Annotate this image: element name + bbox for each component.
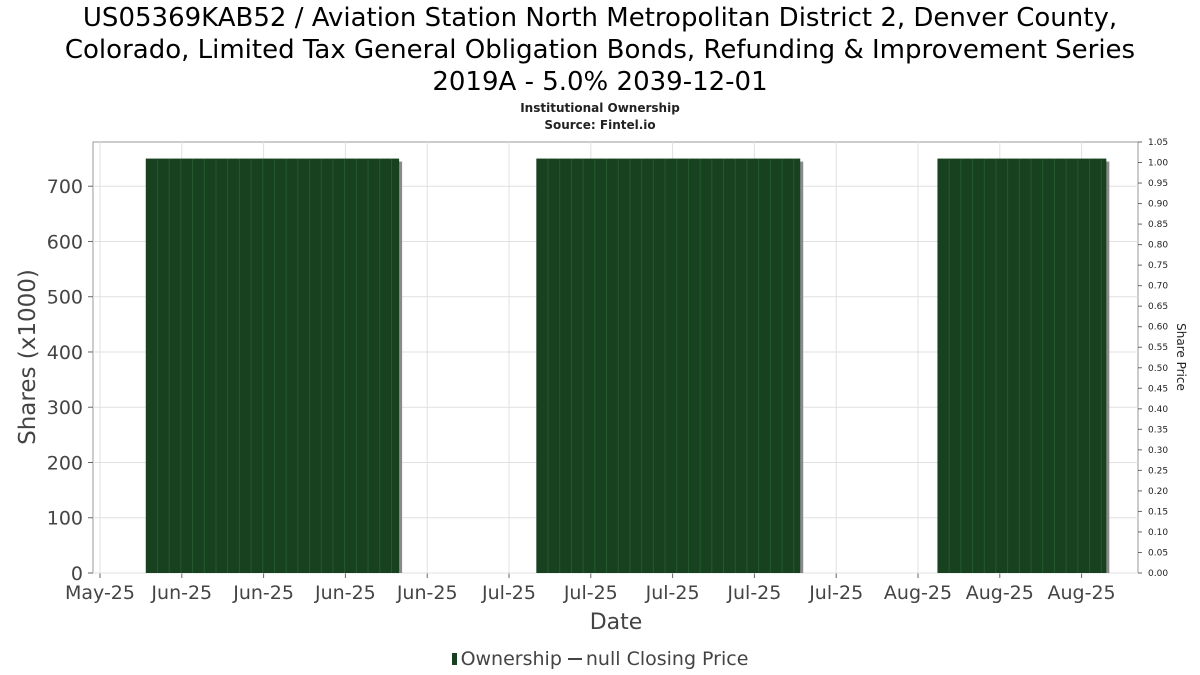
x-tick-label: Jul-25 [645, 582, 700, 604]
x-tick-label: Aug-25 [1048, 582, 1116, 604]
y2-tick-label: 0.40 [1148, 405, 1168, 415]
y2-tick-label: 0.55 [1148, 343, 1168, 353]
ownership-bar [937, 158, 1107, 574]
title-line-2: Colorado, Limited Tax General Obligation… [64, 35, 1136, 65]
chart-source: Source: Fintel.io [544, 118, 656, 132]
y2-tick-label: 0.25 [1148, 466, 1168, 476]
x-tick-label: Jun-25 [314, 582, 376, 604]
x-tick-label: Jun-25 [396, 582, 458, 604]
y2-tick-label: 0.85 [1148, 220, 1168, 230]
x-axis-title: Date [590, 610, 643, 635]
x-tick-label: Jul-25 [808, 582, 863, 604]
x-tick-label: May-25 [65, 582, 135, 604]
y2-tick-label: 0.70 [1148, 282, 1168, 292]
x-tick-label: Aug-25 [884, 582, 952, 604]
y2-tick-label: 0.65 [1148, 302, 1168, 312]
x-tick-label: Jul-25 [726, 582, 781, 604]
y2-tick-label: 0.05 [1148, 548, 1168, 558]
x-tick-label: Jul-25 [563, 582, 618, 604]
chart-subtitle: Institutional Ownership [520, 101, 680, 115]
ownership-bar [145, 158, 400, 574]
y-tick-label: 0 [71, 563, 83, 585]
y-tick-label: 500 [47, 287, 83, 309]
x-tick-label: Jul-25 [481, 582, 536, 604]
title-line-1: US05369KAB52 / Aviation Station North Me… [82, 3, 1118, 33]
y-axis-title: Shares (x1000) [15, 269, 41, 445]
y2-axis-title: Share Price [1174, 323, 1188, 391]
y2-tick-label: 0.10 [1148, 528, 1168, 538]
x-tick-label: Jun-25 [232, 582, 294, 604]
y2-tick-label: 1.00 [1148, 159, 1168, 169]
x-tick-label: Aug-25 [966, 582, 1034, 604]
y2-tick-label: 0.50 [1148, 364, 1168, 374]
y2-tick-label: 0.60 [1148, 323, 1168, 333]
y-tick-label: 600 [47, 231, 83, 253]
y-tick-label: 400 [47, 342, 83, 364]
y2-tick-label: 0.15 [1148, 507, 1168, 517]
ownership-bar [536, 158, 801, 574]
chart-legend: Ownership null Closing Price [0, 647, 1200, 670]
y2-tick-label: 0.30 [1148, 446, 1168, 456]
price-legend-label: null Closing Price [585, 647, 749, 670]
y2-tick-label: 0.75 [1148, 261, 1168, 271]
y2-tick-label: 0.80 [1148, 241, 1168, 251]
y2-tick-label: 0.45 [1148, 384, 1168, 394]
ownership-legend-swatch [451, 652, 457, 665]
y2-tick-label: 0.20 [1148, 487, 1168, 497]
x-tick-label: Jun-25 [150, 582, 212, 604]
y2-tick-label: 1.05 [1148, 138, 1168, 148]
title-line-3: 2019A - 5.0% 2039-12-01 [432, 67, 768, 97]
y-tick-label: 300 [47, 397, 83, 419]
y2-tick-label: 0.35 [1148, 425, 1168, 435]
y2-tick-label: 0.90 [1148, 200, 1168, 210]
y2-tick-label: 0.00 [1148, 569, 1168, 579]
y-tick-label: 100 [47, 508, 83, 530]
y2-tick-label: 0.95 [1148, 179, 1168, 189]
y-tick-label: 700 [47, 176, 83, 198]
chart-title: US05369KAB52 / Aviation Station North Me… [0, 2, 1200, 98]
y-tick-label: 200 [47, 452, 83, 474]
ownership-legend-label: Ownership [460, 647, 562, 670]
price-legend-line [567, 657, 582, 660]
